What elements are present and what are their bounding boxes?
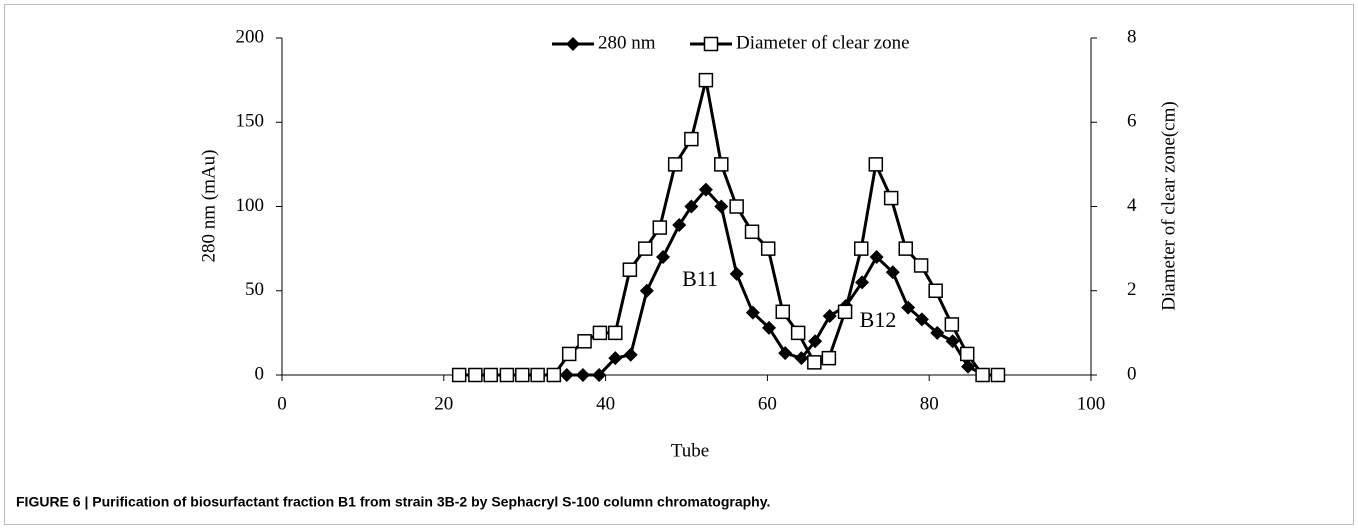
marker	[885, 265, 900, 280]
marker	[930, 325, 945, 340]
marker	[944, 317, 960, 332]
x-tick-label: 40	[596, 393, 615, 414]
marker	[684, 131, 699, 147]
marker	[928, 283, 943, 298]
y2-tick-label: 4	[1127, 195, 1137, 216]
marker	[868, 157, 884, 172]
marker	[714, 199, 729, 214]
marker	[778, 346, 793, 361]
legend-marker	[566, 37, 580, 51]
marker	[821, 350, 837, 366]
series-line	[459, 79, 998, 377]
y2-tick-label: 2	[1127, 279, 1137, 300]
marker	[745, 305, 760, 320]
marker	[853, 241, 869, 256]
x-tick-label: 0	[277, 393, 287, 414]
marker	[914, 312, 929, 327]
marker	[515, 367, 530, 383]
marker	[672, 218, 687, 233]
y-tick-label: 50	[245, 279, 264, 300]
legend-marker	[703, 36, 719, 52]
marker	[592, 325, 608, 341]
marker	[790, 325, 806, 341]
legend-label: Diameter of clear zone	[736, 32, 910, 53]
marker	[898, 241, 913, 256]
marker	[869, 250, 884, 265]
marker	[623, 347, 638, 362]
marker	[729, 199, 744, 214]
caption: FIGURE 6 | Purification of biosurfactant…	[16, 494, 770, 510]
y-tick-label: 0	[255, 363, 265, 384]
marker	[794, 351, 809, 366]
marker	[656, 250, 671, 265]
marker	[451, 367, 467, 383]
y-tick-label: 200	[236, 26, 265, 47]
marker	[855, 275, 870, 290]
y-tick-label: 150	[236, 111, 265, 132]
marker	[698, 182, 713, 197]
marker	[760, 241, 776, 256]
marker	[959, 346, 975, 362]
marker	[499, 367, 515, 383]
marker	[639, 283, 654, 298]
x-tick-label: 80	[920, 393, 939, 414]
legend-label: 280 nm	[598, 32, 656, 53]
marker	[945, 334, 960, 349]
x-tick-label: 60	[758, 393, 777, 414]
marker	[698, 72, 714, 88]
marker	[561, 346, 577, 362]
marker	[684, 199, 699, 214]
marker	[637, 241, 653, 256]
marker	[546, 367, 562, 383]
y-tick-label: 100	[236, 195, 265, 216]
frame	[4, 4, 1354, 525]
marker	[775, 304, 791, 320]
y2-tick-label: 0	[1127, 363, 1137, 384]
marker	[667, 157, 683, 172]
annotation: B11	[682, 266, 718, 291]
marker	[483, 367, 498, 383]
marker	[622, 262, 638, 277]
marker	[559, 368, 574, 382]
marker	[744, 224, 760, 240]
marker	[468, 367, 483, 383]
marker	[975, 367, 990, 383]
x-tick-label: 100	[1077, 393, 1106, 414]
marker	[901, 300, 916, 315]
marker	[714, 157, 729, 172]
marker	[575, 368, 590, 382]
series-line	[566, 187, 985, 377]
marker	[807, 355, 822, 370]
marker	[913, 258, 929, 273]
marker	[837, 304, 853, 320]
y2-axis-label: Diameter of clear zone(cm)	[1158, 101, 1179, 310]
annotation: B12	[860, 307, 897, 332]
marker	[729, 266, 744, 281]
marker	[652, 220, 668, 235]
marker	[608, 325, 623, 341]
y2-tick-label: 6	[1127, 111, 1137, 132]
x-axis-label: Tube	[671, 440, 709, 461]
x-tick-label: 20	[434, 393, 453, 414]
y2-tick-label: 8	[1127, 26, 1137, 47]
marker	[608, 351, 623, 366]
marker	[990, 367, 1006, 383]
marker	[822, 309, 837, 324]
marker	[577, 334, 592, 349]
marker	[883, 190, 899, 206]
marker	[592, 368, 607, 382]
marker	[808, 334, 823, 349]
marker	[530, 367, 545, 383]
marker	[762, 320, 777, 335]
y-axis-label: 280 nm (mAu)	[198, 150, 219, 263]
marker	[961, 359, 976, 374]
